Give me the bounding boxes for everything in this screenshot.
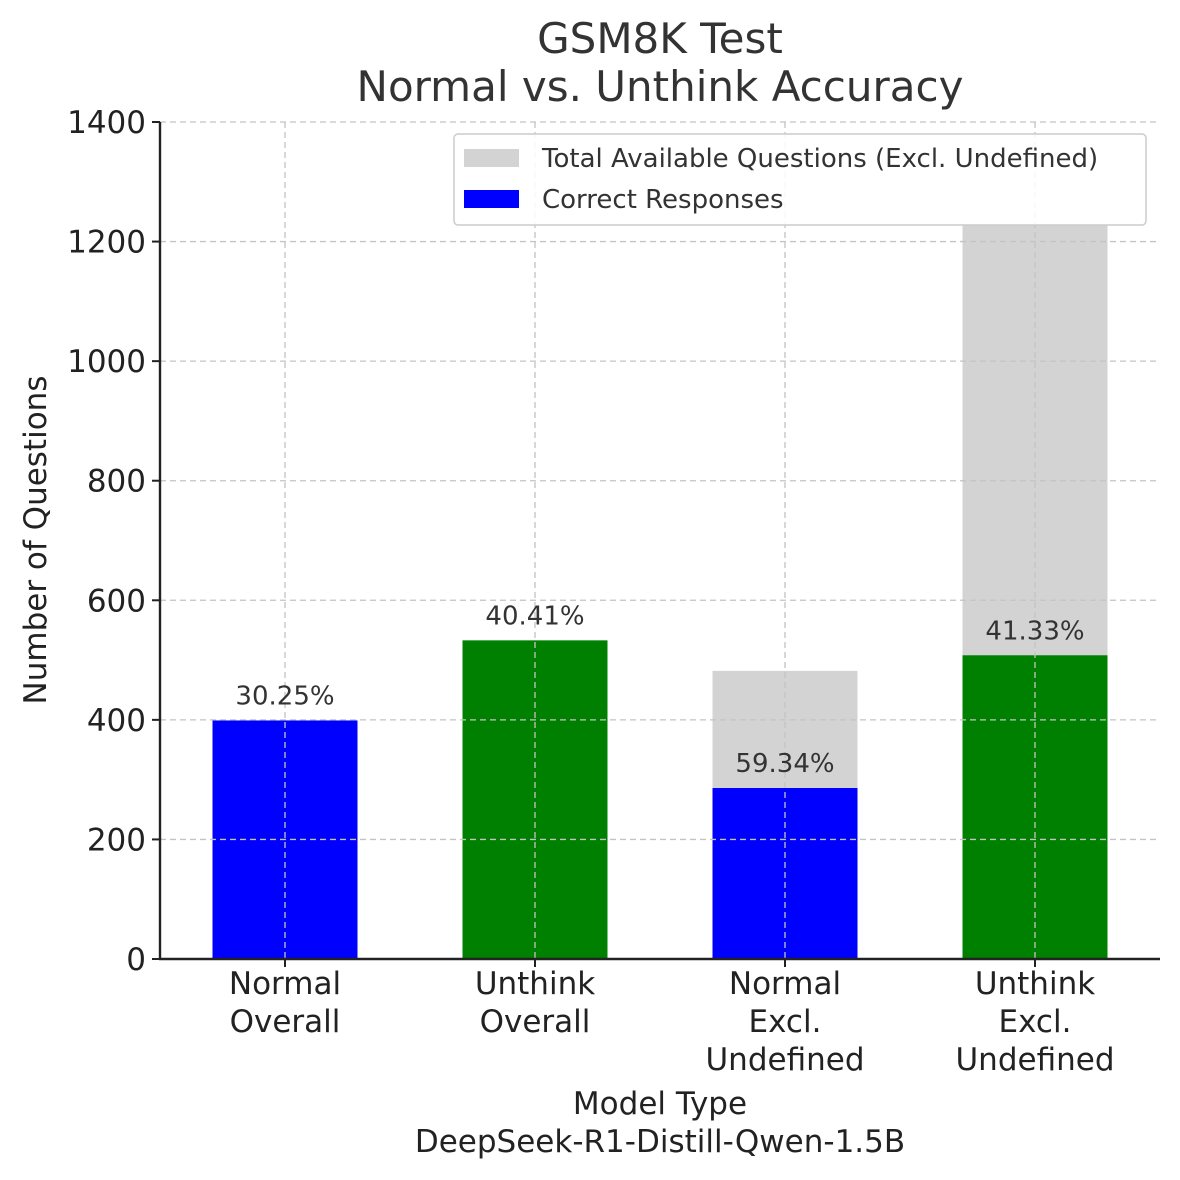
y-tick-label-4: 800 [87,464,146,500]
axes [158,122,1160,961]
legend: Total Available Questions (Excl. Undefin… [453,133,1147,226]
y-tick-labels: 0 200 400 600 800 1000 1200 1400 [67,105,160,978]
x-tick-label-3: Normal Excl. Undefined [705,966,864,1078]
x-tick-label-1: Normal Overall [229,966,341,1040]
legend-swatch-2 [464,190,519,208]
data-label-1: 30.25% [235,681,334,711]
y-axis-label: Number of Questions [18,376,54,705]
legend-label-2: Correct Responses [542,185,784,215]
y-tick-label-6: 1200 [67,225,146,261]
data-labels: 30.25% 40.41% 59.34% 41.33% [235,601,1084,779]
x-axis-label-line-2: DeepSeek-R1-Distill-Qwen-1.5B [415,1124,905,1160]
x-axis-label-line-1: Model Type [573,1086,747,1122]
chart-title-line-1: GSM8K Test [537,14,783,63]
y-tick-label-0: 0 [126,942,146,978]
legend-swatch-1 [464,149,519,167]
data-label-4: 41.33% [985,616,1084,646]
x-tick-label-4: Unthink Excl. Undefined [955,966,1114,1078]
legend-frame [453,133,1147,226]
chart-title-line-2: Normal vs. Unthink Accuracy [357,62,964,111]
bars [212,224,1108,959]
y-tick-label-2: 400 [87,703,146,739]
bar-correct-2 [462,640,608,959]
x-tick-labels: Normal Overall Unthink Overall Normal Excl. Un… [229,959,1115,1078]
y-tick-label-5: 1000 [67,344,146,380]
y-tick-label-3: 600 [87,583,146,619]
data-label-2: 40.41% [485,601,584,631]
y-tick-label-7: 1400 [67,105,146,141]
y-tick-label-1: 200 [87,822,146,858]
legend-label-1: Total Available Questions (Excl. Undefin… [541,144,1098,174]
x-tick-label-2: Unthink Overall [475,966,595,1040]
grid [160,121,1160,959]
data-label-3: 59.34% [735,749,834,779]
